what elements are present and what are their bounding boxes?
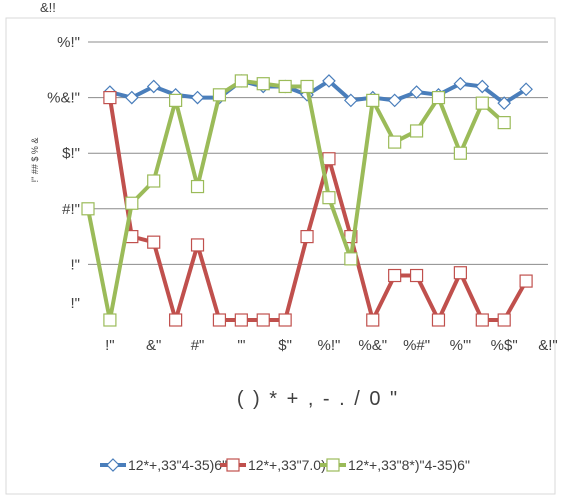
series-line [107,97,528,322]
data-point [322,74,336,88]
y-tick-labels: !" #!" $!" %&!" %!" !" [47,34,80,312]
legend-label: 12*+,33"8*)"4-35)6" [348,457,470,473]
y-tick-label: #!" [62,201,80,218]
data-point [103,313,117,327]
data-point [387,93,402,108]
data-point [146,79,161,94]
data-point [278,313,292,327]
y-axis-label: !" ## $ % & [30,138,40,183]
data-point [278,79,292,94]
data-point [453,76,468,91]
data-point [344,93,358,108]
data-point [388,268,402,283]
data-point [124,90,139,105]
data-point [344,252,358,266]
x-tick-label: &" [146,337,161,354]
x-tick-label: %$" [491,337,518,354]
data-point [497,313,511,327]
grid-lines [88,41,548,265]
data-point [388,135,402,149]
data-point [125,196,139,210]
data-point [322,191,336,205]
legend: 12*+,33"4-35)6" 12*+,33"7.0)" 12*+,33"8*)"… [100,457,470,473]
data-point [106,458,120,472]
series-3 [81,74,511,327]
data-point [431,313,446,327]
data-point [322,152,336,166]
data-point [169,93,183,107]
data-point [497,116,511,130]
data-point [409,268,424,283]
data-point [300,230,314,244]
y-tick-label: $!" [62,145,80,162]
chart-title: &!! [40,0,56,15]
x-tick-label: '" [237,337,245,354]
data-point [81,202,95,216]
series-2 [103,90,533,327]
data-point [453,266,467,280]
data-point [409,124,424,138]
data-point [190,238,205,252]
data-point [256,313,270,327]
x-tick-label: %#" [403,337,430,354]
y-tick-label: !" [71,295,81,312]
y-tick-label: %&!" [47,90,80,107]
data-point [212,313,227,327]
x-tick-label: %&" [358,337,387,354]
x-tick-label: &!" [538,337,558,354]
x-axis-label: ( ) * + , - . / 0 " [237,388,399,410]
legend-label: 12*+,33"4-35)6" [128,457,227,473]
data-point [212,88,227,102]
data-point [103,90,117,105]
x-tick-label: %!" [318,337,341,354]
data-point [169,313,183,327]
data-point [190,90,205,105]
data-point [409,85,424,99]
x-tick-labels: !" &" #" '" $" %!" %&" %#" %'" %$" &!" [105,337,558,354]
data-point [234,313,248,327]
x-tick-label: %'" [450,337,472,354]
x-tick-label: $" [278,337,292,354]
data-point [256,77,270,91]
data-point [234,74,248,88]
x-tick-label: !" [105,337,115,354]
data-point [475,96,489,110]
data-point [147,174,161,188]
data-point [366,313,380,327]
data-point [300,79,314,94]
data-point [453,146,467,160]
legend-label: 12*+,33"7.0)" [248,457,331,473]
data-point [519,274,533,288]
data-point [326,458,340,472]
data-point [497,96,512,111]
data-point [475,79,490,94]
data-point [519,82,533,97]
data-point [366,93,380,107]
data-point [475,313,489,327]
data-point [190,179,205,194]
x-tick-label: #" [191,337,205,354]
y-tick-label: !" [71,256,81,273]
data-point [431,90,446,105]
data-point [226,458,240,472]
y-tick-label: %!" [57,34,80,51]
series-group [81,74,533,327]
data-point [147,235,161,249]
